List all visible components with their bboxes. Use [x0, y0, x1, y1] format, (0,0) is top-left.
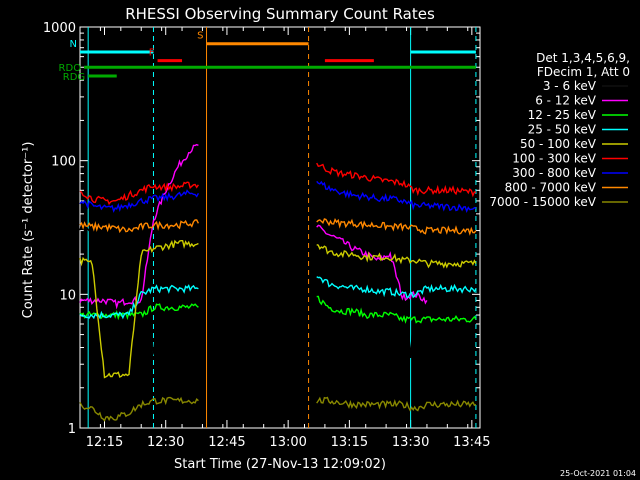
x-tick-label: 13:15 — [331, 435, 368, 450]
series-line-7000-15000-kev — [79, 396, 199, 422]
flag-label-f: F — [149, 48, 155, 59]
legend-entry-label: 25 - 50 keV — [528, 123, 597, 137]
x-tick-label: 13:30 — [392, 435, 429, 450]
x-tick-label: 12:15 — [86, 435, 123, 450]
series-line-800-7000-kev — [79, 219, 200, 234]
legend-entry-label: 800 - 7000 keV — [505, 181, 597, 195]
x-tick-label: 12:45 — [208, 435, 245, 450]
legend-entry-label: 100 - 300 keV — [512, 152, 596, 166]
legend-header: Det 1,3,4,5,6,9, — [536, 51, 630, 65]
x-tick-label: 12:30 — [147, 435, 184, 450]
series-line-12-25-kev — [316, 295, 477, 324]
y-tick-label: 10 — [59, 288, 76, 303]
flag-label-n: N — [70, 39, 77, 50]
x-tick-label: 13:00 — [269, 435, 306, 450]
series-line-300-800-kev — [316, 180, 477, 214]
legend-entry-label: 50 - 100 keV — [520, 137, 597, 151]
series-line-6-12-kev — [79, 143, 199, 310]
flag-label-rdg: RDG — [63, 72, 85, 83]
legend-entry-label: 7000 - 15000 keV — [489, 195, 596, 209]
legend-entry-label: 6 - 12 keV — [535, 94, 597, 108]
legend: Det 1,3,4,5,6,9,FDecim 1, Att 03 - 6 keV… — [489, 51, 630, 209]
series-line-100-300-kev — [79, 181, 199, 206]
series-line-25-50-kev — [316, 276, 477, 299]
series-line-300-800-kev — [79, 189, 200, 213]
flag-label-rdo: RDO — [59, 63, 82, 74]
y-tick-label: 1 — [68, 422, 76, 437]
legend-header: FDecim 1, Att 0 — [537, 65, 630, 79]
series-line-800-7000-kev — [316, 217, 477, 236]
series-line-50-100-kev — [79, 239, 199, 379]
legend-entry-label: 3 - 6 keV — [543, 79, 597, 93]
x-tick-label: 13:45 — [453, 435, 490, 450]
series-line-50-100-kev — [316, 244, 477, 269]
legend-entry-label: 12 - 25 keV — [528, 108, 597, 122]
legend-entry-label: 300 - 800 keV — [512, 166, 596, 180]
footer-date: 25-Oct-2021 01:04 — [560, 469, 636, 478]
y-tick-label: 1000 — [43, 21, 76, 36]
x-axis-label: Start Time (27-Nov-13 12:09:02) — [174, 457, 386, 472]
chart-title: RHESSI Observing Summary Count Rates — [125, 5, 435, 23]
series-line-7000-15000-kev — [316, 396, 477, 412]
plot-frame — [79, 26, 481, 429]
series-line-3-6-kev — [79, 176, 199, 360]
series-line-25-50-kev — [79, 284, 199, 320]
y-tick-label: 100 — [51, 155, 76, 170]
series-line-100-300-kev — [316, 162, 477, 198]
plot-area: 1 10 100 1000 12:15 12:30 12:45 13:00 13:15 13:30… — [43, 21, 491, 450]
flag-label-s: S — [197, 31, 203, 42]
y-axis-label: Count Rate (s⁻¹ detector⁻¹) — [21, 142, 36, 319]
